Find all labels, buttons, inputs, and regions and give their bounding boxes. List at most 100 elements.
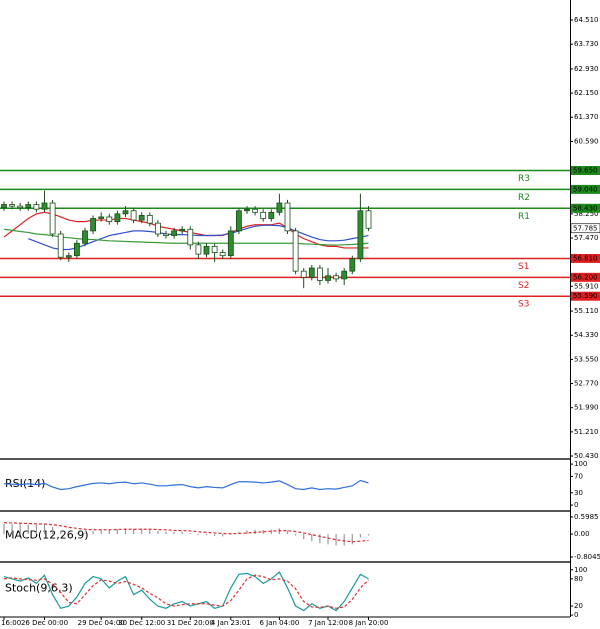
level-price-label: 56.200 [573,273,598,281]
candle-body [82,230,88,244]
histogram-bar [327,534,329,545]
y-tick-label: 57.470 [574,234,599,242]
y-tick-label: 50.430 [574,452,599,460]
y-tick-label: 60.590 [574,137,599,145]
y-tick-label: 100 [574,566,587,574]
histogram-bar [262,530,264,535]
histogram-bar [141,528,143,535]
candle-body [74,242,80,257]
candle-body [9,204,16,207]
candle-body [171,230,178,236]
histogram-bar [311,534,313,542]
histogram-bar [214,534,216,536]
y-tick-label: 54.330 [574,331,599,339]
candle-body [268,211,275,219]
candle-body [260,211,267,219]
candle-body [333,275,340,280]
candle-body [292,230,299,272]
candle-body [163,233,169,236]
histogram-bar [116,528,118,535]
level-name: R3 [518,174,530,184]
y-tick-label: 53.550 [574,355,599,363]
y-tick-label: 30 [574,489,583,497]
histogram-bar [359,534,361,538]
histogram-bar [157,530,159,535]
histogram-bar [76,533,78,535]
y-tick-label: 0.5985 [574,513,599,521]
candle-body [187,228,194,246]
histogram-bar [100,530,102,535]
histogram-bar [84,532,86,535]
candle-body [357,210,364,260]
level-name: R2 [518,193,530,203]
histogram-bar [319,534,321,544]
candle-body [106,216,113,222]
candle-body [276,202,283,213]
candle-body [17,205,24,209]
x-tick-label: 8 Jan 20:00 [349,619,389,627]
level-price-label: 59.650 [573,167,598,175]
histogram-bar [367,534,370,536]
y-tick-label: 51.990 [574,404,599,412]
y-tick-label: 51.210 [574,428,599,436]
y-tick-label: -0.8045 [574,553,600,561]
histogram-bar [60,530,62,535]
y-tick-label: 52.770 [574,380,599,388]
histogram-bar [303,534,305,540]
indicator-line [3,574,369,609]
candle-body [349,258,356,272]
level-price-box [571,253,600,263]
histogram-bar [205,534,208,536]
histogram-bar [68,532,70,535]
level-name: S2 [518,281,529,291]
histogram-bar [43,524,46,535]
level-name: R1 [518,212,530,222]
histogram-bar [286,530,289,535]
candle-body [244,208,250,212]
level-price-box [571,184,600,194]
candle-body [252,208,259,213]
panel-title: MACD(12,26,9) [5,529,89,542]
candle-body [122,210,129,215]
y-tick-label: 55.910 [574,282,599,290]
histogram-bar [351,534,353,545]
histogram-bar [27,524,29,535]
histogram-bar [133,528,135,535]
candle-body [33,204,40,210]
candle-body [41,202,48,210]
candle-body [235,210,242,232]
candle-body [98,216,105,219]
y-tick-label: 64.510 [574,16,599,24]
level-price-box [571,203,600,213]
level-price-label: 59.040 [573,185,598,193]
candle-body [90,218,96,232]
histogram-bar [295,534,297,536]
current-price-box [570,223,600,234]
current-price-label: 57.785 [573,224,598,232]
x-tick-label: 26 Dec 00:00 [21,619,68,627]
histogram-bar [246,530,248,535]
x-tick-label: 29 Dec 04:00 [78,619,125,627]
candle-body [308,267,315,278]
histogram-bar [165,531,167,535]
histogram-bar [189,533,191,535]
indicator-line [3,479,369,491]
candle-body [203,245,210,255]
x-tick-label: 4 Jan 23:01 [211,619,251,627]
candle-body [284,202,291,232]
candle-body [130,210,137,221]
indicator-line [3,228,369,246]
candle-body [179,228,186,232]
candle-body [154,222,161,235]
indicator-line [3,211,369,249]
histogram-bar [124,528,127,535]
panel-title: Stoch(9,6,3) [5,582,73,595]
level-price-label: 58.430 [573,204,598,212]
candle-body [316,267,323,281]
level-price-box [571,166,600,176]
candle-body [365,210,372,229]
y-tick-label: 80 [574,575,583,583]
histogram-bar [197,534,199,535]
candle-body [49,202,56,235]
candle-body [146,215,153,224]
